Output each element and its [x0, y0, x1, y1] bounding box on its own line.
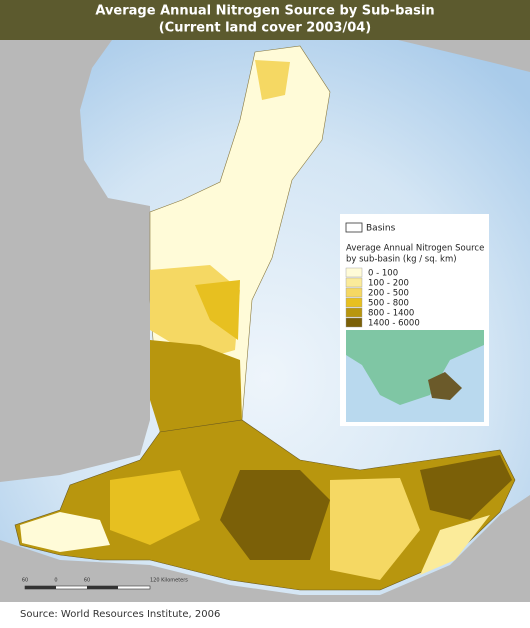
legend-label: 800 - 1400	[368, 309, 414, 319]
title-bar	[0, 0, 530, 40]
title: Average Annual Nitrogen Source by Sub-ba…	[95, 4, 434, 19]
basins-swatch	[345, 222, 363, 233]
legend-swatch	[345, 287, 363, 298]
subtitle: (Current land cover 2003/04)	[159, 21, 372, 36]
region	[420, 455, 512, 520]
land-south	[0, 495, 530, 602]
legend: Basins Average Annual Nitrogen Sourceby …	[340, 214, 489, 426]
source: Source: World Resources Institute, 2006	[20, 609, 220, 620]
inset-map	[346, 330, 484, 422]
region	[195, 280, 240, 340]
legend-swatch	[345, 267, 363, 278]
legend-label: 100 - 200	[368, 279, 409, 289]
scale-label: 60	[84, 578, 90, 584]
land-mexico	[0, 40, 150, 482]
legend-swatch	[345, 297, 363, 308]
legend-swatch	[345, 307, 363, 318]
legend-title: by sub-basin (kg / sq. km)	[346, 255, 457, 265]
region	[110, 470, 200, 545]
legend-label: 500 - 800	[368, 299, 409, 309]
region	[255, 60, 290, 100]
land-cuba	[398, 40, 530, 72]
region	[20, 512, 110, 552]
scale-bar: 60 0 60 120 Kilometers	[22, 578, 188, 590]
legend-basins: Basins	[366, 224, 396, 234]
legend-label: 1400 - 6000	[368, 319, 420, 329]
legend-title: Average Annual Nitrogen Source	[346, 244, 484, 254]
scale-label: 120 Kilometers	[150, 578, 188, 584]
region	[220, 470, 330, 560]
footer	[0, 602, 530, 628]
legend-swatch	[345, 277, 363, 288]
legend-label: 200 - 500	[368, 289, 409, 299]
scale-label: 60	[22, 578, 28, 584]
scale-label: 0	[54, 578, 57, 584]
region	[150, 340, 242, 432]
region	[330, 478, 420, 580]
legend-swatch	[345, 317, 363, 328]
legend-label: 0 - 100	[368, 269, 398, 279]
region	[420, 515, 490, 575]
